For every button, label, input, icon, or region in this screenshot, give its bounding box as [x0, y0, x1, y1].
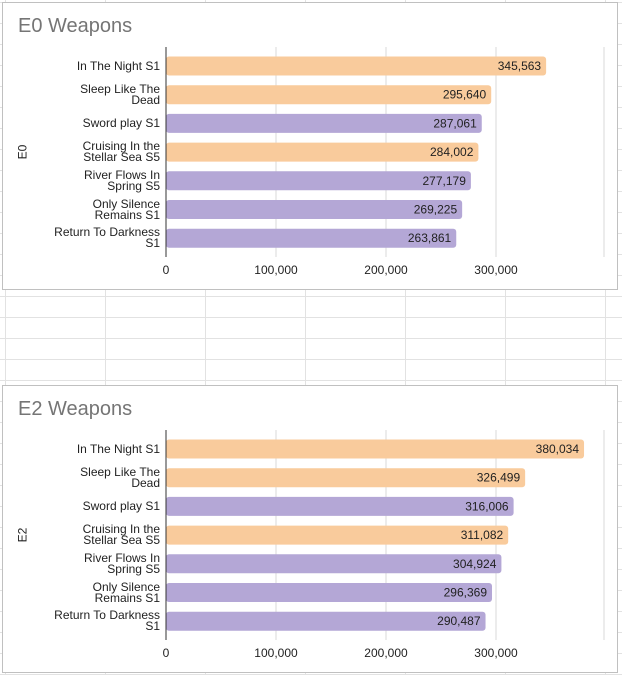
bar-value-label: 304,924	[453, 557, 497, 571]
x-tick-label: 200,000	[364, 646, 408, 660]
chart-plot: 380,034 326,499 316,006 311,082 304,924 296,3…	[163, 430, 605, 660]
x-tick-label: 200,000	[364, 263, 408, 277]
bar-value-label: 380,034	[536, 442, 580, 456]
bar-value-label: 263,861	[408, 231, 452, 245]
bar-value-label: 296,369	[444, 586, 488, 600]
category-label: Sleep Like The Dead	[80, 464, 160, 490]
bar[interactable]	[166, 496, 514, 516]
category-label: Sword play S1	[82, 498, 160, 513]
x-tick-label: 0	[163, 263, 170, 277]
bar-value-label: 326,499	[477, 471, 521, 485]
x-tick-label: 0	[163, 646, 170, 660]
bar[interactable]	[166, 113, 482, 133]
bar-value-label: 295,640	[443, 88, 487, 102]
bar-value-label: 316,006	[465, 499, 509, 513]
category-label: Cruising In the Stellar Sea S5	[82, 139, 160, 165]
bar[interactable]	[166, 228, 457, 248]
bar[interactable]	[166, 525, 509, 545]
chart-e0-weapons[interactable]: E0 Weapons E0 345,563 295,640 287,061 284,0…	[2, 2, 618, 290]
category-label: Only Silence Remains S1	[92, 196, 160, 222]
category-label: Return To Darkness S1	[54, 225, 160, 251]
category-label: In The Night S1	[76, 58, 160, 73]
bar[interactable]	[166, 171, 471, 191]
bar-value-label: 287,061	[433, 116, 477, 130]
category-label: Sword play S1	[82, 115, 160, 130]
bar-value-label: 345,563	[498, 59, 542, 73]
bar[interactable]	[166, 583, 493, 602]
bar[interactable]	[166, 56, 547, 76]
category-label: Sleep Like The Dead	[80, 81, 160, 107]
bar[interactable]	[166, 142, 479, 162]
chart-plot: 345,563 295,640 287,061 284,002 277,179 269,2…	[163, 47, 605, 277]
bar-value-label: 290,487	[437, 614, 481, 628]
category-label: Return To Darkness S1	[54, 608, 160, 634]
x-tick-label: 100,000	[254, 646, 298, 660]
chart-e2-weapons[interactable]: E2 Weapons E2 380,034 326,499 316,006 311,0…	[2, 385, 618, 673]
category-label: In The Night S1	[76, 441, 160, 456]
category-label: River Flows In Spring S5	[83, 550, 160, 576]
category-label: River Flows In Spring S5	[83, 167, 160, 193]
bar[interactable]	[166, 85, 492, 105]
category-label: Only Silence Remains S1	[92, 579, 160, 605]
bar[interactable]	[166, 439, 585, 459]
bar-value-label: 284,002	[430, 145, 474, 159]
bar-value-label: 277,179	[423, 174, 467, 188]
x-tick-label: 300,000	[474, 263, 518, 277]
bar[interactable]	[166, 611, 486, 631]
x-tick-label: 100,000	[254, 263, 298, 277]
chart-title: E2 Weapons	[18, 398, 133, 420]
bar[interactable]	[166, 200, 463, 219]
bar[interactable]	[166, 554, 502, 574]
chart-title: E0 Weapons	[18, 15, 133, 37]
x-tick-label: 300,000	[474, 646, 518, 660]
bar-value-label: 311,082	[461, 528, 504, 542]
bar[interactable]	[166, 468, 526, 488]
bar-value-label: 269,225	[414, 203, 458, 217]
category-label: Cruising In the Stellar Sea S5	[82, 522, 160, 548]
